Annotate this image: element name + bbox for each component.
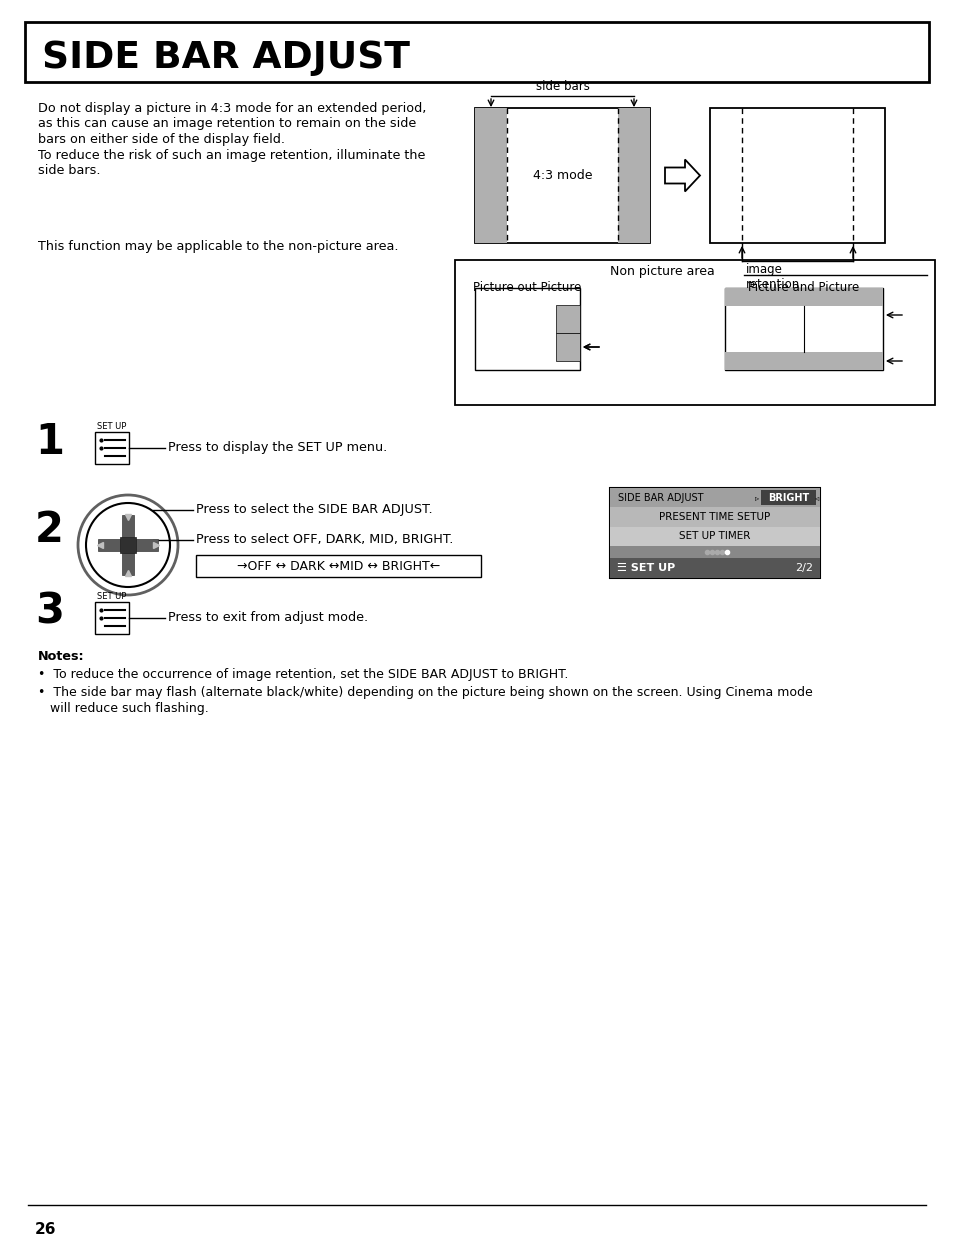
Text: Non picture area: Non picture area <box>609 266 714 278</box>
Bar <box>95 432 129 464</box>
Bar <box>724 288 882 306</box>
Text: Picture out Picture: Picture out Picture <box>473 282 581 294</box>
Bar <box>609 488 820 578</box>
Text: 3: 3 <box>35 592 64 634</box>
Text: SIDE BAR ADJUST: SIDE BAR ADJUST <box>618 493 702 503</box>
Text: ◃: ◃ <box>814 493 819 503</box>
Text: bars on either side of the display field.: bars on either side of the display field… <box>38 133 285 146</box>
Text: ▹: ▹ <box>754 493 759 503</box>
Bar <box>475 288 579 370</box>
Text: Picture and Picture: Picture and Picture <box>747 282 859 294</box>
Text: →OFF ↔ DARK ↔MID ↔ BRIGHT←: →OFF ↔ DARK ↔MID ↔ BRIGHT← <box>236 559 439 573</box>
Text: Press to select the SIDE BAR ADJUST.: Press to select the SIDE BAR ADJUST. <box>195 504 432 516</box>
Bar <box>609 488 820 508</box>
Text: side bars.: side bars. <box>38 164 100 177</box>
Bar <box>556 333 579 361</box>
Bar <box>724 288 882 370</box>
Bar <box>760 490 815 505</box>
Bar <box>120 537 136 553</box>
Text: •  To reduce the occurrence of image retention, set the SIDE BAR ADJUST to BRIGH: • To reduce the occurrence of image rete… <box>38 668 568 680</box>
Text: 2: 2 <box>35 509 64 551</box>
Polygon shape <box>664 159 700 191</box>
Bar <box>709 107 884 243</box>
Text: SIDE BAR ADJUST: SIDE BAR ADJUST <box>42 40 410 77</box>
Text: •  The side bar may flash (alternate black/white) depending on the picture being: • The side bar may flash (alternate blac… <box>38 685 812 699</box>
Text: Do not display a picture in 4:3 mode for an extended period,: Do not display a picture in 4:3 mode for… <box>38 103 426 115</box>
Text: This function may be applicable to the non-picture area.: This function may be applicable to the n… <box>38 240 398 253</box>
Bar <box>25 22 928 82</box>
Text: side bars: side bars <box>535 80 589 93</box>
Text: 2/2: 2/2 <box>794 563 812 573</box>
Bar <box>618 107 649 243</box>
Text: To reduce the risk of such an image retention, illuminate the: To reduce the risk of such an image rete… <box>38 148 425 162</box>
Bar <box>609 508 820 526</box>
Bar <box>556 305 579 333</box>
Bar <box>724 352 882 370</box>
Text: SET UP: SET UP <box>97 422 126 431</box>
Text: Press to exit from adjust mode.: Press to exit from adjust mode. <box>168 611 368 625</box>
Text: 26: 26 <box>35 1221 56 1235</box>
Text: ☰ SET UP: ☰ SET UP <box>617 563 675 573</box>
Bar <box>98 538 158 551</box>
Text: 4:3 mode: 4:3 mode <box>532 169 592 182</box>
Bar <box>95 601 129 634</box>
Bar <box>455 261 934 405</box>
Bar <box>609 558 820 578</box>
Text: SET UP: SET UP <box>97 592 126 601</box>
Text: Notes:: Notes: <box>38 650 85 663</box>
Text: Press to display the SET UP menu.: Press to display the SET UP menu. <box>168 441 387 454</box>
Bar <box>195 555 480 577</box>
Bar <box>475 107 506 243</box>
Text: will reduce such flashing.: will reduce such flashing. <box>38 701 209 715</box>
Text: Press to select OFF, DARK, MID, BRIGHT.: Press to select OFF, DARK, MID, BRIGHT. <box>195 534 453 547</box>
Text: image
retention: image retention <box>745 263 800 291</box>
Bar <box>122 515 133 576</box>
Text: BRIGHT: BRIGHT <box>767 493 808 503</box>
Text: PRESENT TIME SETUP: PRESENT TIME SETUP <box>659 513 770 522</box>
Bar <box>475 107 649 243</box>
Bar <box>609 546 820 558</box>
Text: 1: 1 <box>35 421 64 463</box>
Text: SET UP TIMER: SET UP TIMER <box>679 531 750 541</box>
Bar <box>609 526 820 546</box>
Text: as this can cause an image retention to remain on the side: as this can cause an image retention to … <box>38 117 416 131</box>
Circle shape <box>86 503 170 587</box>
